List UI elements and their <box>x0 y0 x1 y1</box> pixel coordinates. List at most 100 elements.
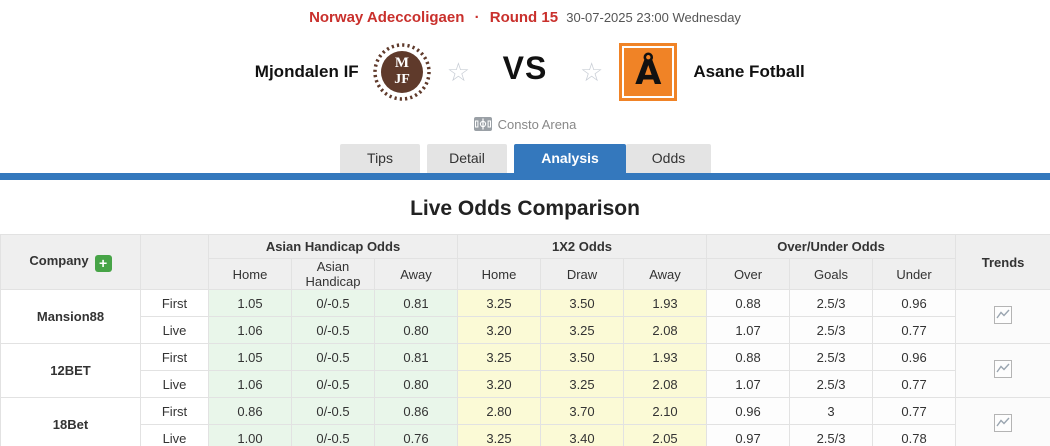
tab-bar: Tips Detail Analysis Odds <box>0 144 1050 180</box>
x12-odds-value: 2.05 <box>622 424 708 446</box>
vs-label: VS <box>502 50 548 86</box>
add-company-button[interactable]: + <box>94 254 112 272</box>
ou-over-header: Over <box>706 258 791 290</box>
x12-odds-value: 3.25 <box>457 424 541 446</box>
x12-odds-value: 3.40 <box>540 424 624 446</box>
asian-handicap-odds-value: 0.81 <box>374 343 458 371</box>
row-type-label: Live <box>140 316 209 344</box>
asian-handicap-odds-value: 0/-0.5 <box>291 397 375 425</box>
row-type-label: First <box>140 289 209 317</box>
company-header-label: Company <box>29 252 89 268</box>
x12-draw-header: Draw <box>540 258 624 290</box>
asian-handicap-odds-value: 0/-0.5 <box>291 424 375 446</box>
svg-text:M: M <box>395 55 409 71</box>
asian-handicap-odds-value: 0.86 <box>374 397 458 425</box>
home-favorite-star-icon[interactable]: ☆ <box>446 57 470 87</box>
x12-odds-value: 3.20 <box>457 370 541 398</box>
asian-handicap-odds-value: 1.00 <box>208 424 292 446</box>
away-team: ☆ Å Asane Fotball <box>580 36 1050 108</box>
x12-odds-value: 2.08 <box>622 370 708 398</box>
ou-under-header: Under <box>872 258 957 290</box>
company-name: Mansion88 <box>0 289 141 344</box>
separator-dot: · <box>474 9 480 26</box>
tab-detail[interactable]: Detail <box>427 144 507 173</box>
x12-odds-value: 3.70 <box>540 397 624 425</box>
x12-odds-value: 2.10 <box>622 397 708 425</box>
over-under-odds-value: 3 <box>789 397 874 425</box>
over-under-odds-value: 0.77 <box>872 370 957 398</box>
x12-odds-value: 3.25 <box>540 370 624 398</box>
over-under-odds-value: 0.78 <box>872 424 957 446</box>
trend-chart-icon[interactable] <box>994 414 1013 432</box>
tab-odds[interactable]: Odds <box>626 144 711 173</box>
over-under-odds-value: 0.77 <box>872 316 957 344</box>
table-row: Mansion88 First 1.05 0/-0.5 0.81 3.25 3.50 1.93… <box>0 289 1050 344</box>
table-row: Live 1.06 0/-0.5 0.80 3.20 3.25 2.08 1.07 2.5/3 0… <box>1 316 1050 344</box>
home-team-logo: M JF <box>372 43 431 101</box>
x12-odds-value: 3.25 <box>457 343 541 371</box>
asian-handicap-odds-value: 0.81 <box>374 289 458 317</box>
venue-row: Consto Arena <box>0 110 1050 138</box>
stadium-pitch-icon <box>473 117 492 131</box>
over-under-odds-value: 0.88 <box>706 343 791 371</box>
table-row: 18Bet First 0.86 0/-0.5 0.86 2.80 3.70 2.10 0.96… <box>0 397 1050 446</box>
over-under-odds-value: 0.96 <box>872 289 957 317</box>
tab-analysis[interactable]: Analysis <box>514 144 626 180</box>
live-odds-table: Company + Asian Handicap Odds 1X2 Odds Ov… <box>0 234 1050 446</box>
x12-odds-value: 1.93 <box>622 289 708 317</box>
league-name: Norway Adeccoligaen <box>309 9 465 26</box>
over-under-odds-value: 2.5/3 <box>789 316 874 344</box>
over-under-odds-value: 1.07 <box>706 370 791 398</box>
over-under-odds-value: 2.5/3 <box>789 370 874 398</box>
tab-tips[interactable]: Tips <box>340 144 420 173</box>
trends-cell <box>955 397 1050 446</box>
ou-goals-header: Goals <box>789 258 874 290</box>
away-favorite-star-icon[interactable]: ☆ <box>580 57 604 87</box>
home-team: Mjondalen IF M JF ☆ <box>0 36 470 108</box>
x12-odds-value: 3.50 <box>540 289 624 317</box>
asian-handicap-odds-value: 1.06 <box>208 370 292 398</box>
asian-handicap-odds-value: 0.86 <box>208 397 292 425</box>
venue-name: Consto Arena <box>497 116 577 132</box>
x12-odds-value: 3.25 <box>457 289 541 317</box>
x12-home-header: Home <box>457 258 541 290</box>
league-header: Norway Adeccoligaen · Round 15 30-07-202… <box>0 0 1050 32</box>
x12-odds-value: 1.93 <box>622 343 708 371</box>
asian-handicap-odds-value: 0/-0.5 <box>291 316 375 344</box>
away-team-logo: Å <box>619 43 678 101</box>
trends-cell <box>955 289 1050 344</box>
asian-handicap-odds-value: 0/-0.5 <box>291 370 375 398</box>
table-row: Live 1.00 0/-0.5 0.76 3.25 3.40 2.05 0.97 2.5/3 0… <box>1 424 1050 446</box>
asian-handicap-odds-value: 1.05 <box>208 343 292 371</box>
x12-odds-value: 3.50 <box>540 343 624 371</box>
over-under-group-header: Over/Under Odds <box>706 234 957 259</box>
ah-away-header: Away <box>374 258 458 290</box>
asian-handicap-odds-value: 0/-0.5 <box>291 343 375 371</box>
over-under-odds-value: 0.96 <box>706 397 791 425</box>
odds-table-body: Mansion88 First 1.05 0/-0.5 0.81 3.25 3.50 1.93… <box>0 289 1050 446</box>
home-team-name: Mjondalen IF <box>254 62 359 81</box>
trend-chart-icon[interactable] <box>994 306 1013 324</box>
over-under-odds-value: 0.96 <box>872 343 957 371</box>
asian-handicap-odds-value: 0.80 <box>374 316 458 344</box>
over-under-odds-value: 0.88 <box>706 289 791 317</box>
round-label: Round 15 <box>489 9 559 26</box>
x12-odds-value: 3.20 <box>457 316 541 344</box>
asian-handicap-odds-value: 1.05 <box>208 289 292 317</box>
over-under-odds-value: 2.5/3 <box>789 289 874 317</box>
row-type-label: Live <box>140 424 209 446</box>
row-type-label: First <box>140 397 209 425</box>
trends-header: Trends <box>955 234 1050 290</box>
svg-text:JF: JF <box>394 72 410 87</box>
row-type-label: First <box>140 343 209 371</box>
ah-home-header: Home <box>208 258 292 290</box>
ah-handicap-header: Asian Handicap <box>291 258 375 290</box>
trend-chart-icon[interactable] <box>994 360 1013 378</box>
x12-odds-value: 2.08 <box>622 316 708 344</box>
over-under-odds-value: 2.5/3 <box>789 424 874 446</box>
over-under-odds-value: 2.5/3 <box>789 343 874 371</box>
trends-cell <box>955 343 1050 398</box>
table-row: Live 1.06 0/-0.5 0.80 3.20 3.25 2.08 1.07 2.5/3 0… <box>1 370 1050 398</box>
asian-handicap-group-header: Asian Handicap Odds <box>208 234 458 259</box>
asian-handicap-odds-value: 0/-0.5 <box>291 289 375 317</box>
